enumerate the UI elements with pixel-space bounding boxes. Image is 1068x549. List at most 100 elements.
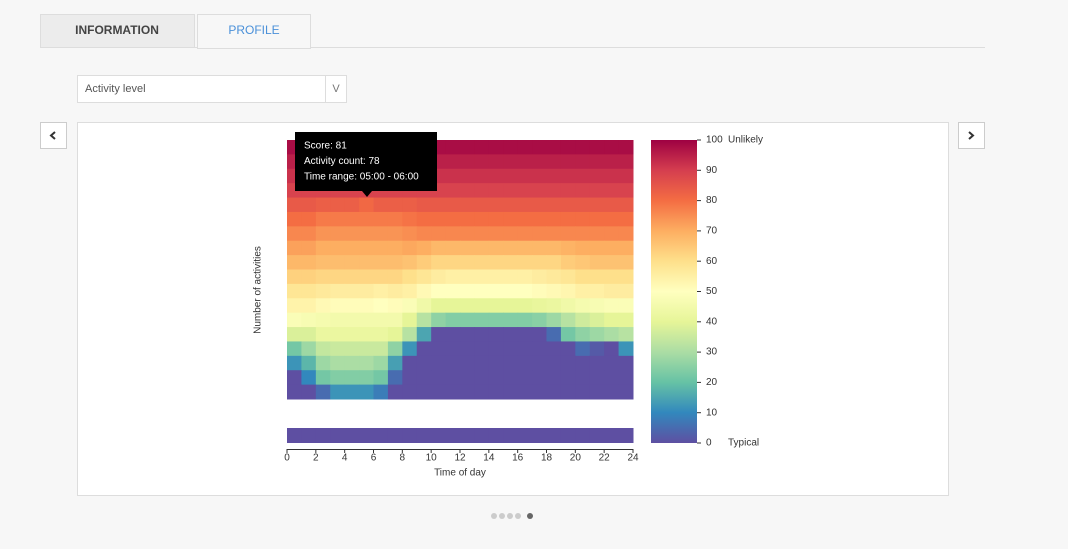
heat-cell <box>503 255 519 270</box>
colorbar-tick-label: 0 <box>706 438 712 449</box>
select[interactable] <box>77 75 347 103</box>
prev-icon[interactable] <box>49 131 56 140</box>
heat-cell <box>575 283 591 299</box>
colorbar <box>651 140 697 443</box>
heat-cell <box>618 240 634 256</box>
heat-cell <box>517 341 533 357</box>
next-icon[interactable] <box>968 131 975 140</box>
x-axis-label: Time of day <box>434 468 486 479</box>
x-tick-label: 0 <box>284 453 290 464</box>
heat-cell <box>373 226 389 242</box>
strip-cell <box>344 428 360 443</box>
heat-cell <box>287 226 302 242</box>
tab-label[interactable]: INFORMATION <box>75 23 159 37</box>
heat-cell <box>589 211 605 227</box>
heat-cell <box>560 298 576 314</box>
heat-cell <box>503 341 519 357</box>
strip-cell <box>431 428 447 443</box>
heat-cell <box>618 327 634 342</box>
heat-cell <box>618 255 634 270</box>
heat-cell <box>532 197 547 213</box>
heat-cell <box>315 384 331 400</box>
heat-cell <box>387 255 403 270</box>
page-dot[interactable] <box>507 513 513 519</box>
heat-cell <box>575 370 591 386</box>
heat-cell <box>474 240 490 256</box>
colorbar-tick-label: 90 <box>706 165 718 176</box>
heat-cell <box>517 183 533 199</box>
heat-cell <box>546 283 562 299</box>
next-button[interactable] <box>958 122 985 149</box>
heat-cell <box>344 341 360 357</box>
select-arrow[interactable]: V <box>332 83 340 95</box>
heat-cell <box>546 154 562 170</box>
page-dot[interactable] <box>491 513 497 519</box>
heat-cell <box>344 384 360 400</box>
heat-cell <box>589 269 605 285</box>
heat-cell <box>618 211 634 227</box>
heat-cell <box>359 211 374 227</box>
heat-cell <box>344 240 360 256</box>
heat-cell <box>387 298 403 314</box>
heat-cell <box>474 384 490 400</box>
heat-cell <box>359 197 374 213</box>
heat-cell <box>474 283 490 299</box>
heat-cell <box>546 327 562 342</box>
heat-cell <box>301 384 317 400</box>
heat-cell <box>301 211 317 227</box>
tab-label[interactable]: PROFILE <box>228 23 279 37</box>
heat-cell <box>344 226 360 242</box>
heat-cell <box>589 240 605 256</box>
heat-cell <box>503 197 519 213</box>
heat-cell <box>431 226 447 242</box>
x-tick-label: 10 <box>426 453 438 464</box>
heat-cell <box>560 269 576 285</box>
select-label[interactable]: Activity level <box>85 83 146 95</box>
heat-cell <box>359 298 374 314</box>
heat-cell <box>373 370 389 386</box>
heat-cell <box>416 255 432 270</box>
heat-cell <box>488 226 504 242</box>
heat-cell <box>301 269 317 285</box>
heat-cell <box>517 384 533 400</box>
heat-cell <box>402 298 418 314</box>
page-dot[interactable] <box>527 513 533 519</box>
x-tick-label: 22 <box>599 453 611 464</box>
heat-cell <box>488 255 504 270</box>
heat-cell <box>445 341 461 357</box>
heat-cell <box>575 211 591 227</box>
prev-button[interactable] <box>40 122 67 149</box>
heat-cell <box>373 269 389 285</box>
heat-cell <box>618 183 634 199</box>
heat-cell <box>416 211 432 227</box>
tab-active[interactable] <box>197 14 311 49</box>
tooltip-line: Activity count: 78 <box>304 156 380 167</box>
heat-cell <box>546 355 562 371</box>
page-dot[interactable] <box>515 513 521 519</box>
strip-cell <box>604 428 620 443</box>
heat-cell <box>373 327 389 342</box>
heat-cell <box>532 183 547 199</box>
heat-cell <box>315 283 331 299</box>
page-dot[interactable] <box>499 513 505 519</box>
heat-cell <box>387 226 403 242</box>
heat-cell <box>373 384 389 400</box>
heat-cell <box>532 283 547 299</box>
heat-cell <box>445 312 461 328</box>
heat-cell <box>575 197 591 213</box>
heat-cell <box>315 327 331 342</box>
tooltip-line: Score: 81 <box>304 141 347 152</box>
heat-cell <box>503 384 519 400</box>
strip-cell <box>460 428 475 443</box>
x-tick-label: 4 <box>342 453 348 464</box>
heat-cell <box>474 255 490 270</box>
heat-cell <box>575 298 591 314</box>
tab[interactable] <box>40 14 195 48</box>
heat-cell <box>402 384 418 400</box>
heat-cell <box>431 211 447 227</box>
heat-cell <box>503 269 519 285</box>
heat-cell <box>546 211 562 227</box>
heat-cell <box>575 240 591 256</box>
heat-cell <box>575 168 591 184</box>
heat-cell <box>618 355 634 371</box>
